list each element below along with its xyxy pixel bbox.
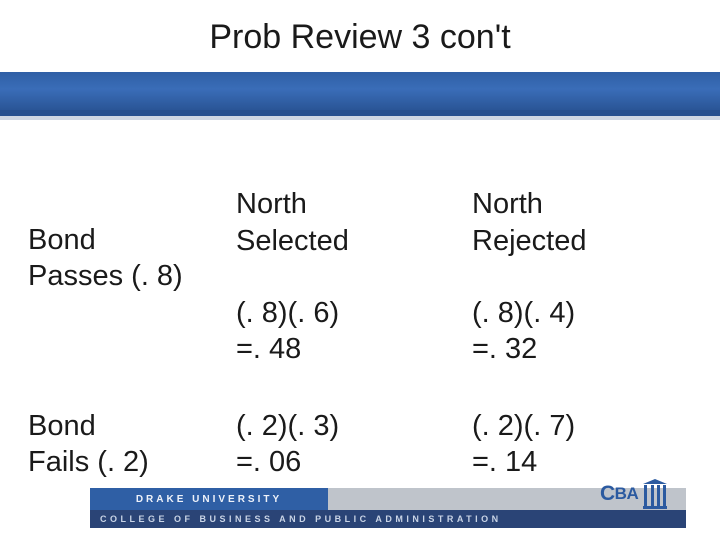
cell-header-and-r1c3: North Rejected (. 8)(. 4) =. 32 xyxy=(454,150,664,368)
cell-r1c2: (. 8)(. 6) =. 48 xyxy=(236,297,339,365)
cba-logo-letters: BA xyxy=(615,484,639,504)
content-area: Bond Passes (. 8) North Selected (. 8)(.… xyxy=(28,150,692,480)
cell-header-and-r1c2: North Selected (. 8)(. 6) =. 48 xyxy=(236,150,446,368)
header-band-light xyxy=(0,116,720,120)
cba-logo: CBA xyxy=(600,476,682,512)
cba-logo-text: CBA xyxy=(600,482,638,506)
header-band-gradient xyxy=(0,72,720,110)
pillar-icon xyxy=(643,479,667,509)
row-label-2: Bond Fails (. 2) xyxy=(28,408,228,481)
probability-table: Bond Passes (. 8) North Selected (. 8)(.… xyxy=(28,150,692,480)
footer-college-bar: COLLEGE OF BUSINESS AND PUBLIC ADMINISTR… xyxy=(90,510,686,528)
cell-r1c3: (. 8)(. 4) =. 32 xyxy=(472,297,575,365)
footer: DRAKE UNIVERSITY CBA COLLEGE xyxy=(0,488,720,540)
footer-top-bar: DRAKE UNIVERSITY CBA xyxy=(90,488,686,510)
footer-grey-box: CBA xyxy=(328,488,686,510)
row-label-1: Bond Passes (. 8) xyxy=(28,150,228,368)
cell-r2c2: (. 2)(. 3) =. 06 xyxy=(236,408,446,481)
cell-r2c3: (. 2)(. 7) =. 14 xyxy=(454,408,664,481)
col-header-2: North Rejected xyxy=(472,188,586,256)
col-header-1: North Selected xyxy=(236,188,349,256)
page-title: Prob Review 3 con't xyxy=(0,18,720,57)
title-area: Prob Review 3 con't xyxy=(0,0,720,128)
brand-box: DRAKE UNIVERSITY xyxy=(90,488,328,510)
